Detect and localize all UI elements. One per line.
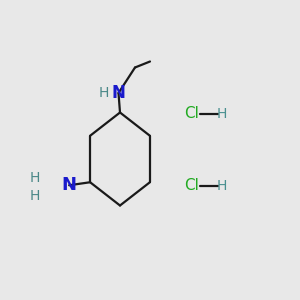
Text: H: H — [29, 171, 40, 185]
Text: N: N — [61, 176, 76, 194]
Text: H: H — [217, 107, 227, 121]
Text: H: H — [98, 86, 109, 100]
Text: Cl: Cl — [184, 178, 200, 194]
Text: Cl: Cl — [184, 106, 200, 122]
Text: H: H — [217, 179, 227, 193]
Text: H: H — [29, 189, 40, 203]
Text: N: N — [112, 84, 125, 102]
